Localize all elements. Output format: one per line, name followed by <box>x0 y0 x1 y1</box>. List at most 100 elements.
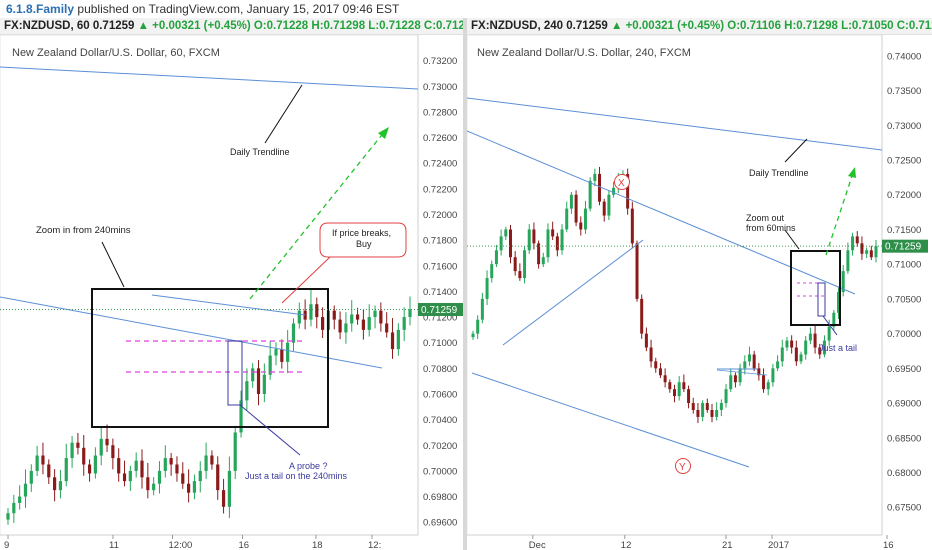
chart-panel-60[interactable]: FX:NZDUSD, 60 0.71259 ▲ +0.00321 (+0.45%… <box>0 18 463 550</box>
candle-body <box>865 250 869 254</box>
candle-body <box>869 250 873 258</box>
y-tick-label: 0.68500 <box>887 433 921 444</box>
x-tick-label: 16 <box>239 540 250 550</box>
panel-header-60: FX:NZDUSD, 60 0.71259 ▲ +0.00321 (+0.45%… <box>0 18 463 35</box>
y-tick-label: 0.74000 <box>887 51 921 62</box>
ohlc-label: O:0.71106 H:0.71298 L:0.71050 C:0.712 <box>727 20 932 32</box>
candle-body <box>303 310 307 320</box>
candle-body <box>140 460 144 478</box>
candle-body <box>607 194 611 216</box>
candle-body <box>35 455 39 471</box>
candle-body <box>268 355 272 375</box>
x-tick-label: 11 <box>109 540 119 550</box>
candle-body <box>233 432 237 471</box>
panel-header-240: FX:NZDUSD, 240 0.71259 ▲ +0.00321 (+0.45… <box>467 18 932 35</box>
candle-body <box>256 368 261 394</box>
candle-body <box>673 389 676 397</box>
daily-trendline-arrow <box>264 84 303 144</box>
candle-body <box>286 342 290 362</box>
candle-body <box>663 375 667 383</box>
y-tick-label: 0.72200 <box>423 184 457 195</box>
descending-trendline <box>0 296 383 369</box>
candle-body <box>402 317 406 330</box>
candle-body <box>808 333 812 341</box>
candle-body <box>485 278 489 299</box>
x-tick-label: 21 <box>722 540 733 550</box>
y-tick-label: 0.69800 <box>423 492 457 503</box>
chart-panel-240[interactable]: FX:NZDUSD, 240 0.71259 ▲ +0.00321 (+0.45… <box>467 18 932 550</box>
author-link[interactable]: 6.1.8.Family <box>6 2 75 16</box>
zoom-in-label: Zoom in from 240mins <box>36 225 131 236</box>
point-y-label: Y <box>679 462 686 473</box>
change-label: ▲ +0.00321 (+0.45%) <box>137 20 251 32</box>
y-tick-label: 0.73200 <box>423 56 457 67</box>
candle-body <box>733 375 737 383</box>
zoom-in-arrow <box>101 241 125 288</box>
tail-label: Just a tail <box>819 343 857 353</box>
candle-body <box>682 382 686 390</box>
candle-body <box>687 389 691 404</box>
rising-support-line <box>502 239 644 346</box>
candle-body <box>701 403 705 417</box>
candle-body <box>630 208 634 244</box>
candle-body <box>527 229 531 251</box>
candle-body <box>626 173 630 209</box>
candle-body <box>58 481 63 491</box>
daily-trendline-arrow <box>784 138 808 163</box>
candle-body <box>338 319 342 333</box>
candle-body <box>93 455 97 474</box>
buy-callout-pointer <box>281 256 331 304</box>
candle-body <box>99 438 103 456</box>
zoom-out-arrow <box>784 229 800 250</box>
candle-body <box>771 368 775 383</box>
zoom-box <box>91 288 329 428</box>
daily-trendline-label: Daily Trendline <box>749 168 809 178</box>
point-x-marker <box>614 174 630 190</box>
candle-body <box>583 208 587 230</box>
candle-body <box>640 298 644 334</box>
candle-body <box>262 374 266 394</box>
candle-body <box>204 455 208 471</box>
y-tick-label: 0.71000 <box>887 260 921 271</box>
candle-body <box>373 310 377 318</box>
candle-body <box>494 250 498 265</box>
x-tick-label: 18 <box>312 540 323 550</box>
candle-body <box>860 243 864 254</box>
buy-callout <box>319 222 407 258</box>
breakout-arrowhead <box>848 167 856 178</box>
candle-body <box>379 310 383 324</box>
y-tick-label: 0.72500 <box>887 156 921 167</box>
zoom-out-label-1: Zoom out <box>746 213 785 223</box>
candle-body <box>649 347 653 362</box>
candle-body <box>321 317 325 330</box>
chart-svg-60[interactable]: 0.73200 0.73000 0.72800 0.72600 0.72400 0.722… <box>0 35 463 550</box>
candle-body <box>804 340 808 355</box>
change-label: ▲ +0.00321 (+0.45%) <box>611 20 725 32</box>
candle-body <box>355 314 360 320</box>
candle-body <box>593 173 597 181</box>
candle-body <box>396 329 400 350</box>
y-tick-label: 0.71400 <box>423 287 457 298</box>
y-tick-label: 0.72600 <box>423 133 457 144</box>
candle-body <box>822 340 826 355</box>
candle-body <box>799 354 803 362</box>
candle-body <box>719 403 723 410</box>
candle-body <box>743 361 747 369</box>
candle-body <box>780 347 784 362</box>
daily-trendline <box>467 97 883 151</box>
candle-body <box>874 246 878 258</box>
panel-divider[interactable] <box>463 18 467 550</box>
candle-body <box>574 194 578 223</box>
point-x-label: X <box>618 178 625 189</box>
candle-body <box>790 340 794 348</box>
candle-body <box>569 194 573 209</box>
candle-body <box>705 403 709 410</box>
chart-svg-240[interactable]: 0.74000 0.73500 0.73000 0.72500 0.72000 0.715… <box>467 35 932 550</box>
candle-body <box>157 470 162 484</box>
y-tick-label: 0.72800 <box>423 107 457 118</box>
last-price: 0.71259 <box>566 20 608 32</box>
candle-body <box>408 309 412 318</box>
probe-label-1: A probe ? <box>289 461 328 471</box>
candle-body <box>251 368 255 382</box>
candle-body <box>122 473 127 482</box>
